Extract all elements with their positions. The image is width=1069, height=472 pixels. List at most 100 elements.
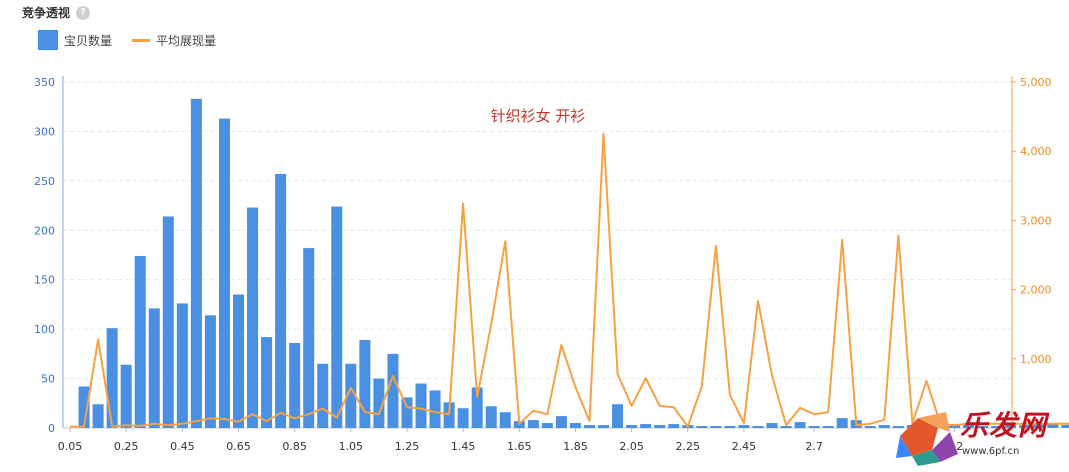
bar: [808, 426, 820, 428]
bar: [864, 426, 876, 428]
legend-item-line[interactable]: 平均展现量: [132, 32, 216, 49]
bar: [176, 303, 188, 428]
chart-title: 竞争透视: [22, 6, 71, 20]
help-icon[interactable]: ?: [76, 5, 91, 20]
x-tick-label: 2.45: [732, 440, 757, 453]
bar: [359, 340, 371, 428]
watermark-logo: [896, 412, 958, 466]
bar: [555, 416, 567, 428]
y-left-tick-label: 150: [34, 274, 55, 287]
y-left-tick-label: 0: [48, 422, 55, 435]
bar: [752, 426, 764, 428]
x-tick-label: 2.05: [619, 440, 644, 453]
bar: [584, 425, 595, 428]
bar: [527, 420, 539, 428]
bar: [1019, 425, 1031, 428]
bar: [598, 425, 610, 428]
legend-label-bar: 宝贝数量: [64, 33, 113, 48]
bar: [1061, 425, 1069, 428]
y-right-tick-label: 3,000: [1020, 214, 1052, 227]
bar: [331, 206, 343, 428]
bar: [471, 387, 483, 428]
legend-swatch-bar: [38, 30, 58, 50]
bar: [499, 412, 511, 428]
bar: [977, 426, 989, 428]
bar: [148, 308, 160, 428]
bar: [373, 378, 385, 428]
x-tick-label: 0.25: [114, 440, 139, 453]
bar: [1047, 424, 1059, 428]
bar: [640, 424, 652, 428]
bar: [612, 404, 624, 428]
y-right-tick-label: 5,000: [1020, 76, 1052, 89]
y-left-tick-label: 50: [41, 373, 55, 386]
bar: [485, 406, 497, 428]
bar: [626, 425, 638, 428]
x-tick-label: 1.05: [339, 440, 364, 453]
bar: [836, 418, 848, 428]
x-tick-label: 0.05: [58, 440, 83, 453]
bar: [289, 342, 301, 428]
bar: [654, 425, 666, 428]
bar: [429, 390, 441, 428]
bar: [794, 422, 806, 428]
bar: [766, 423, 778, 428]
x-tick-label: 0.85: [282, 440, 307, 453]
watermark-url: www.6pf.cn: [962, 446, 1020, 457]
bar: [218, 118, 230, 428]
x-tick-label: 1.45: [451, 440, 476, 453]
bar: [247, 207, 259, 428]
bar: [1033, 423, 1045, 428]
y-left-tick-label: 250: [34, 175, 55, 188]
y-right-tick-label: 0: [1020, 422, 1027, 435]
bar: [457, 408, 469, 428]
x-tick-label: 0.45: [170, 440, 195, 453]
bar: [991, 426, 1003, 428]
bar: [710, 426, 722, 428]
y-right-tick-label: 2,000: [1020, 284, 1052, 297]
x-tick-label: 2.7: [805, 440, 823, 453]
y-left-tick-label: 100: [34, 323, 55, 336]
legend-item-bar[interactable]: 宝贝数量: [38, 30, 112, 50]
bar: [878, 425, 890, 428]
chart-annotation: 针织衫女 开衫: [491, 107, 586, 125]
bar: [892, 426, 904, 428]
bar: [134, 255, 146, 428]
bar: [120, 364, 132, 428]
watermark-text: 乐发网: [960, 409, 1048, 442]
x-tick-label: 1.85: [563, 440, 588, 453]
bar: [106, 328, 118, 428]
bar: [204, 315, 216, 428]
x-tick-label: 2.25: [676, 440, 701, 453]
bar: [78, 386, 90, 428]
bar: [780, 426, 792, 428]
chart-header: 竞争透视 ?: [22, 4, 91, 21]
x-tick-label: 1.65: [507, 440, 532, 453]
bar: [724, 426, 736, 428]
bar: [261, 337, 273, 428]
bar: [668, 424, 680, 428]
line-series-avg-exposure: [70, 132, 1069, 428]
y-left-tick-label: 200: [34, 224, 55, 237]
bar: [569, 423, 581, 428]
bar: [415, 383, 427, 428]
bar: [822, 426, 834, 428]
legend: 宝贝数量 平均展现量: [38, 30, 236, 50]
bar: [345, 363, 357, 428]
bar: [963, 425, 975, 428]
x-tick-label: 1.25: [395, 440, 420, 453]
bar: [92, 404, 104, 428]
bar: [387, 353, 399, 428]
bar: [190, 98, 202, 428]
bar: [541, 423, 553, 428]
bar: [696, 426, 708, 428]
bar: [303, 248, 315, 428]
bar: [162, 216, 174, 428]
bar: [401, 397, 413, 428]
legend-swatch-line: [132, 38, 151, 42]
y-right-tick-label: 1,000: [1020, 353, 1052, 366]
bar: [1005, 425, 1017, 428]
bar: [233, 294, 244, 428]
x-tick-label: 0.65: [226, 440, 251, 453]
